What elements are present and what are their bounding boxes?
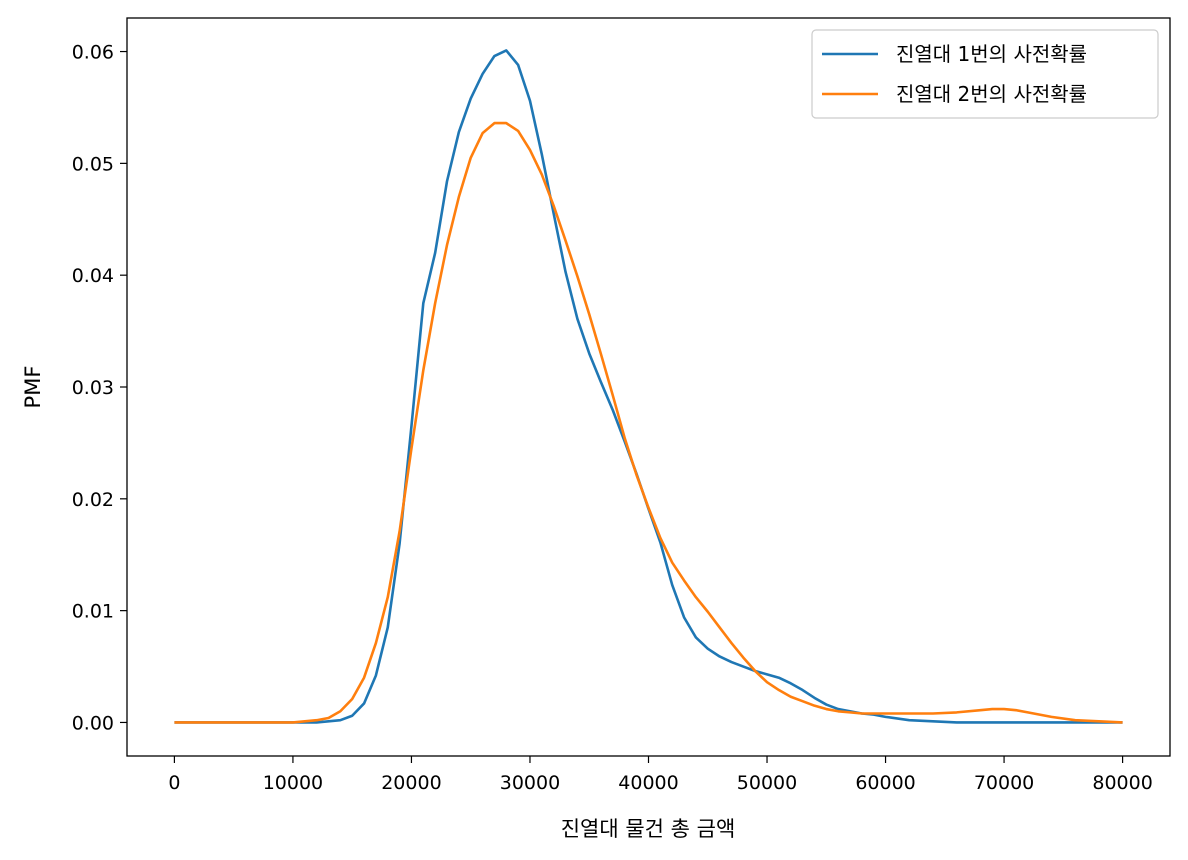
y-tick-label: 0.05 [72,153,114,175]
series-line-1 [174,49,1123,724]
x-tick-label: 0 [168,772,180,794]
legend-label-2: 진열대 2번의 사전확률 [896,82,1087,106]
x-tick-label: 30000 [500,772,560,794]
legend-label-1: 진열대 1번의 사전확률 [896,42,1087,66]
y-tick-label: 0.00 [72,712,114,734]
y-tick-label: 0.03 [72,377,114,399]
y-tick-label: 0.06 [72,42,114,64]
x-axis: 0 10000 20000 30000 40000 50000 60000 70000 8000… [168,756,1153,794]
series-lines [174,49,1123,724]
x-tick-label: 50000 [737,772,797,794]
series-line-2 [174,121,1123,724]
x-tick-label: 10000 [263,772,323,794]
x-tick-label: 20000 [381,772,441,794]
y-axis: 0.00 0.01 0.02 0.03 0.04 0.05 0.06 [72,42,127,734]
legend-box [811,29,1159,119]
x-tick-label: 40000 [618,772,678,794]
y-tick-label: 0.02 [72,489,114,511]
x-tick-label: 80000 [1092,772,1152,794]
x-tick-label: 60000 [855,772,915,794]
x-tick-label: 70000 [974,772,1034,794]
x-axis-label: 진열대 물건 총 금액 [561,817,736,841]
y-tick-label: 0.04 [72,265,114,287]
y-tick-label: 0.01 [72,601,114,623]
y-axis-label: PMF [21,366,45,409]
